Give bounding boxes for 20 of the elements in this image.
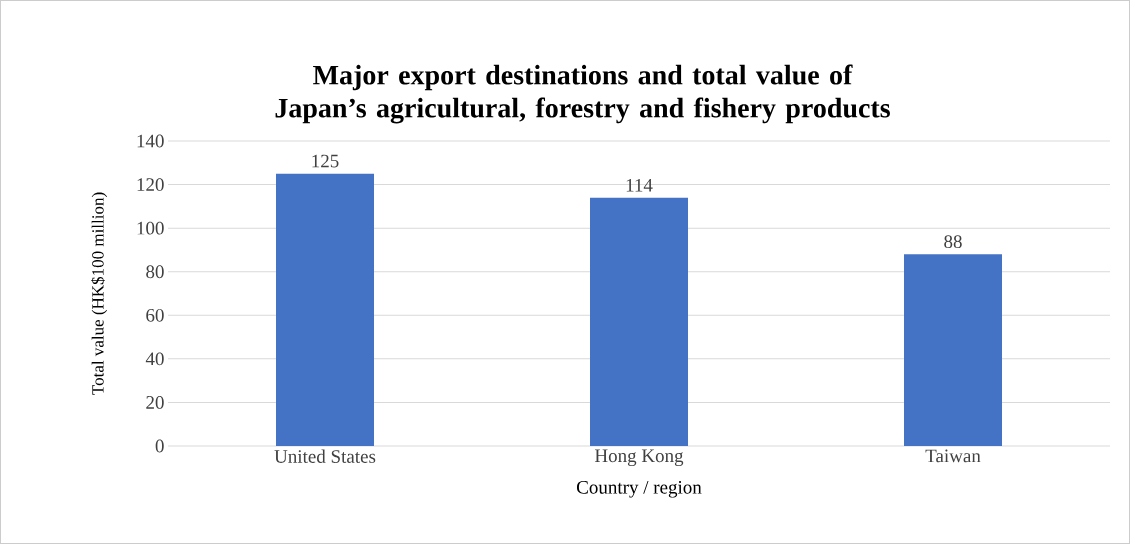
data-label: 114 xyxy=(626,178,653,192)
bar xyxy=(904,254,1003,446)
y-tick-label: 120 xyxy=(137,178,164,191)
y-tick-label: 80 xyxy=(146,265,164,279)
chart-title: Major export destinations and total value of Japan’s agricultural, forestry and fishery products xyxy=(275,64,890,124)
y-tick-label: 20 xyxy=(146,396,164,409)
y-tick-label: 40 xyxy=(145,352,164,366)
y-tick-label: 100 xyxy=(137,221,164,235)
x-axis-title: Country / region xyxy=(576,480,702,498)
data-label: 88 xyxy=(944,235,962,249)
bar xyxy=(276,173,374,446)
y-tick-label: 60 xyxy=(146,308,164,322)
x-tick-label: Hong Kong xyxy=(594,449,684,467)
y-axis-title: Total value (HK$100 million) xyxy=(91,192,108,395)
x-tick-label: Taiwan xyxy=(925,449,981,463)
y-tick-label: 140 xyxy=(137,134,164,148)
bar xyxy=(590,197,689,446)
x-tick-label: United States xyxy=(274,449,376,463)
data-label: 125 xyxy=(312,154,339,168)
y-tick-label: 0 xyxy=(155,439,164,453)
